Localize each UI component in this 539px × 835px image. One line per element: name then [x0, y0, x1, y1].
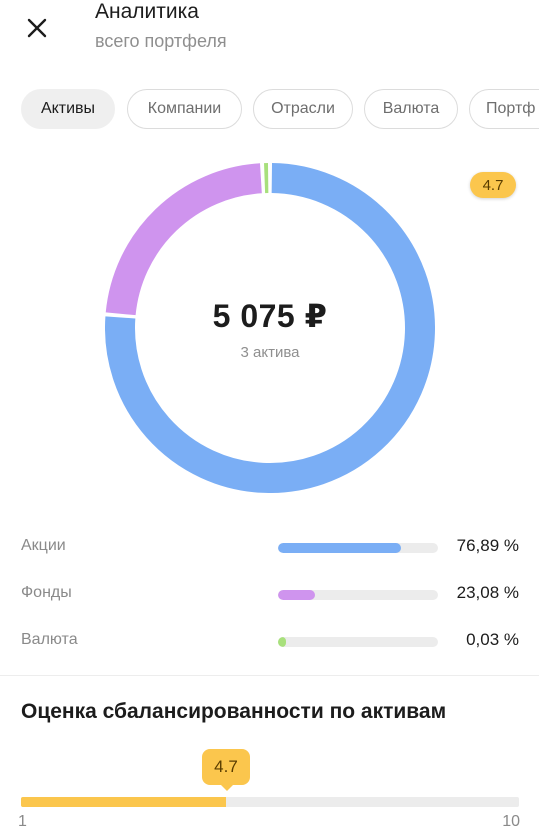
divider [0, 675, 539, 676]
legend-bar-fill [278, 590, 315, 600]
legend-bar-track [278, 543, 438, 553]
score-track [21, 797, 519, 807]
score-pointer [220, 784, 234, 791]
donut-segment-1[interactable] [105, 163, 435, 493]
tab-sectors[interactable]: Отрасли [253, 89, 353, 129]
legend-row-stocks: Акции 76,89 % [0, 533, 539, 563]
legend-label: Акции [21, 537, 66, 554]
donut-segment-2[interactable] [105, 163, 263, 316]
legend-row-currency: Валюта 0,03 % [0, 627, 539, 657]
filter-tabs: Активы Компании Отрасли Валюта Портф [0, 88, 539, 132]
legend-bar-fill [278, 543, 402, 553]
legend-bar-fill [278, 637, 286, 647]
section-title: Оценка сбалансированности по активам [21, 700, 447, 723]
tab-portfolios[interactable]: Портф [469, 89, 539, 129]
score-badge[interactable]: 4.7 [470, 172, 516, 198]
allocation-donut-chart [105, 163, 435, 493]
legend-bar-track [278, 590, 438, 600]
header: Аналитика всего портфеля [0, 0, 539, 70]
legend-value: 76,89 % [456, 536, 519, 555]
legend-value: 0,03 % [466, 630, 519, 649]
tab-assets[interactable]: Активы [21, 89, 115, 129]
page-subtitle: всего портфеля [95, 31, 227, 51]
legend-value: 23,08 % [456, 583, 519, 602]
score-min-label: 1 [18, 813, 27, 830]
close-icon[interactable] [20, 6, 54, 40]
legend-label: Фонды [21, 584, 72, 601]
score-fill [21, 797, 226, 807]
legend-bar-track [278, 637, 438, 647]
score-value-badge: 4.7 [202, 749, 250, 785]
page-title: Аналитика [95, 0, 199, 23]
tab-currency[interactable]: Валюта [364, 89, 458, 129]
legend-row-funds: Фонды 23,08 % [0, 580, 539, 610]
legend-label: Валюта [21, 631, 78, 648]
score-max-label: 10 [502, 813, 520, 830]
tab-companies[interactable]: Компании [127, 89, 242, 129]
